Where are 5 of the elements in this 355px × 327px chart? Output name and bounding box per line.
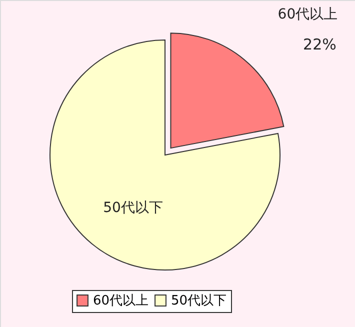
slice-label: 60代以上 [278, 6, 338, 22]
data-label: 22% [303, 35, 336, 54]
slice-label: 50代以下 [103, 200, 163, 216]
legend-label: 50代以下 [171, 294, 227, 309]
legend-label: 60代以上 [93, 294, 149, 309]
